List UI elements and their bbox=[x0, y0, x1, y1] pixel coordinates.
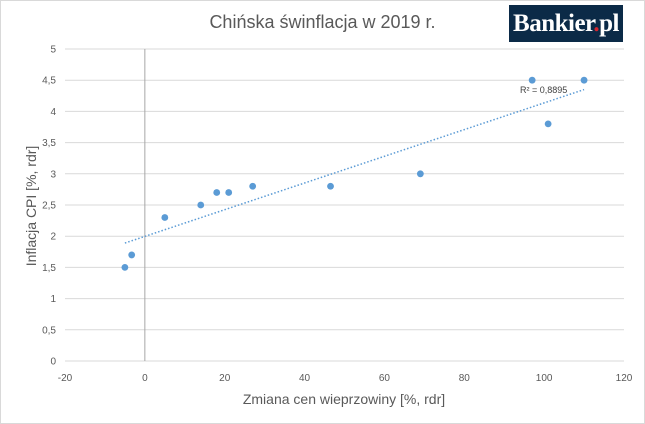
data-point bbox=[580, 76, 588, 84]
y-tick-label: 5 bbox=[50, 45, 56, 56]
x-tick-label: 40 bbox=[299, 373, 311, 384]
y-tick-label: 1,5 bbox=[42, 263, 56, 274]
x-tick-label: -20 bbox=[58, 373, 73, 384]
logo-text: Bankier bbox=[513, 10, 594, 37]
y-tick-label: 0 bbox=[50, 357, 56, 368]
x-tick-label: 60 bbox=[379, 373, 391, 384]
data-point bbox=[249, 182, 257, 190]
x-tick-label: 120 bbox=[616, 373, 633, 384]
x-axis-title: Zmiana cen wieprzowiny [%, rdr] bbox=[243, 391, 445, 407]
y-tick-label: 2,5 bbox=[42, 201, 56, 212]
data-point bbox=[197, 201, 205, 209]
y-axis-title: Inflacja CPI [%, rdr] bbox=[23, 146, 39, 267]
data-point bbox=[213, 189, 221, 196]
trendline bbox=[124, 88, 585, 244]
bankier-logo: Bankier.pl bbox=[509, 5, 623, 42]
x-tick-label: 100 bbox=[536, 373, 553, 384]
y-tick-label: 1 bbox=[50, 294, 56, 305]
x-tick-label: 80 bbox=[459, 373, 471, 384]
data-point bbox=[121, 264, 129, 271]
x-tick-label: 20 bbox=[219, 373, 231, 384]
data-points bbox=[121, 76, 588, 271]
chart-title: Chińska świnflacja w 2019 r. bbox=[209, 12, 436, 32]
data-point bbox=[225, 189, 233, 196]
data-point bbox=[327, 182, 334, 190]
trendline-group bbox=[124, 88, 585, 244]
data-point bbox=[161, 214, 169, 221]
gridlines bbox=[65, 48, 624, 362]
logo-suffix: pl bbox=[599, 10, 619, 37]
y-tick-label: 4,5 bbox=[42, 76, 56, 87]
y-tick-label: 3 bbox=[50, 169, 56, 180]
y-tick-label: 2 bbox=[50, 232, 56, 243]
r-squared-label: R² = 0,8895 bbox=[520, 85, 567, 95]
x-tick-label: 0 bbox=[142, 373, 148, 384]
y-tick-label: 3,5 bbox=[42, 138, 56, 149]
y-tick-label: 0,5 bbox=[42, 325, 56, 336]
x-tick-labels: -20 0 20 40 60 80 100 120 bbox=[58, 373, 633, 384]
y-tick-label: 4 bbox=[50, 107, 56, 118]
data-point bbox=[416, 170, 424, 178]
data-point bbox=[528, 76, 536, 84]
data-point bbox=[128, 251, 136, 259]
y-tick-labels: 0 0,5 1 1,5 2 2,5 3 3,5 4 4,5 5 bbox=[42, 45, 56, 368]
logo-dot: . bbox=[593, 10, 600, 37]
data-point bbox=[544, 120, 552, 128]
